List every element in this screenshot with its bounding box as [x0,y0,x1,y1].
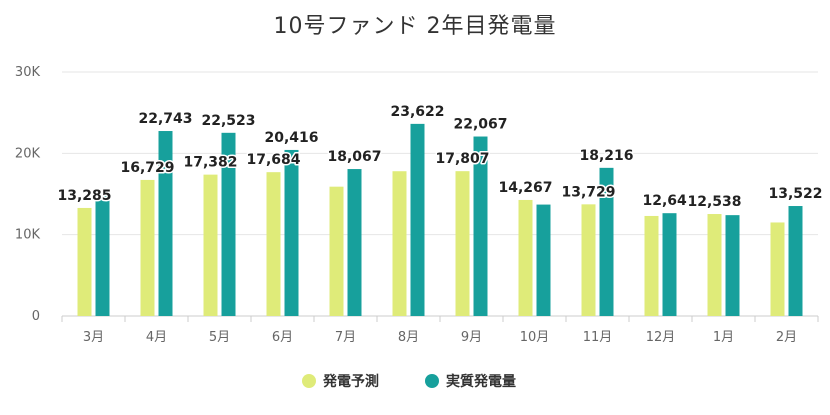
bar-actual [726,215,740,316]
y-tick-label: 10K [15,228,41,243]
bar-forecast [393,171,407,316]
data-label-forecast: 13,285 [57,188,111,204]
data-label-forecast: 12,538 [687,194,741,210]
legend-label: 発電予測 [322,373,379,390]
bar-forecast [708,214,722,316]
data-label-forecast: 16,729 [120,160,174,176]
bar-actual [663,213,677,316]
bar-forecast [141,180,155,316]
bar-actual [285,150,299,316]
data-label-forecast: 17,382 [183,155,237,171]
bar-forecast [456,171,470,316]
bar-actual [789,206,803,316]
data-label-forecast: 14,267 [498,180,552,196]
legend-marker [425,374,439,388]
x-tick-label: 1月 [713,330,734,345]
legend-label: 実質発電量 [446,373,516,390]
data-label-actual: 22,067 [453,117,507,133]
legend-marker [302,374,316,388]
x-tick-label: 10月 [520,330,550,345]
bar-forecast [204,175,218,316]
data-label-forecast: 17,807 [435,151,489,167]
y-tick-label: 30K [15,65,41,80]
data-label-actual: 13,522 [768,186,822,202]
data-label-forecast: 17,684 [246,152,300,168]
data-label-actual: 23,622 [390,104,444,120]
bar-actual [537,205,551,316]
x-tick-label: 6月 [272,330,293,345]
data-label-actual: 22,743 [138,111,192,127]
x-tick-label: 12月 [646,330,676,345]
x-tick-label: 7月 [335,330,356,345]
bar-forecast [582,204,596,316]
bar-forecast [78,208,92,316]
data-label-actual: 18,067 [327,149,381,165]
bar-actual [348,169,362,316]
x-tick-label: 9月 [461,330,482,345]
chart-svg: 0 10K 20K 30K 3月 4月 5月 6月 7月 8月 9月 10月 11月 12月 1月 2月 13,… [0,0,830,415]
x-tick-label: 11月 [583,330,613,345]
data-label-forecast: 13,729 [561,184,615,200]
x-tick-label: 8月 [398,330,419,345]
bar-forecast [519,200,533,316]
bar-forecast [267,172,281,316]
bar-forecast [330,187,344,316]
bar-actual [159,131,173,316]
x-tick-label: 4月 [146,330,167,345]
data-label-actual: 18,216 [579,148,633,164]
x-tick-label: 5月 [209,330,230,345]
bar-actual [411,124,425,316]
x-tick-label: 3月 [83,330,104,345]
bar-forecast [771,222,785,316]
x-tick-label: 2月 [776,330,797,345]
data-label-actual: 22,523 [201,113,255,129]
data-label-actual: 20,416 [264,130,318,146]
bar-actual [96,196,110,316]
y-tick-label: 0 [32,309,40,324]
y-tick-label: 20K [15,146,41,161]
chart-container: 10号ファンド 2年目発電量 0 10K 20K 30K 3月 4月 5月 6月 7月 8月 9月 1… [0,0,830,415]
bar-forecast [645,216,659,316]
